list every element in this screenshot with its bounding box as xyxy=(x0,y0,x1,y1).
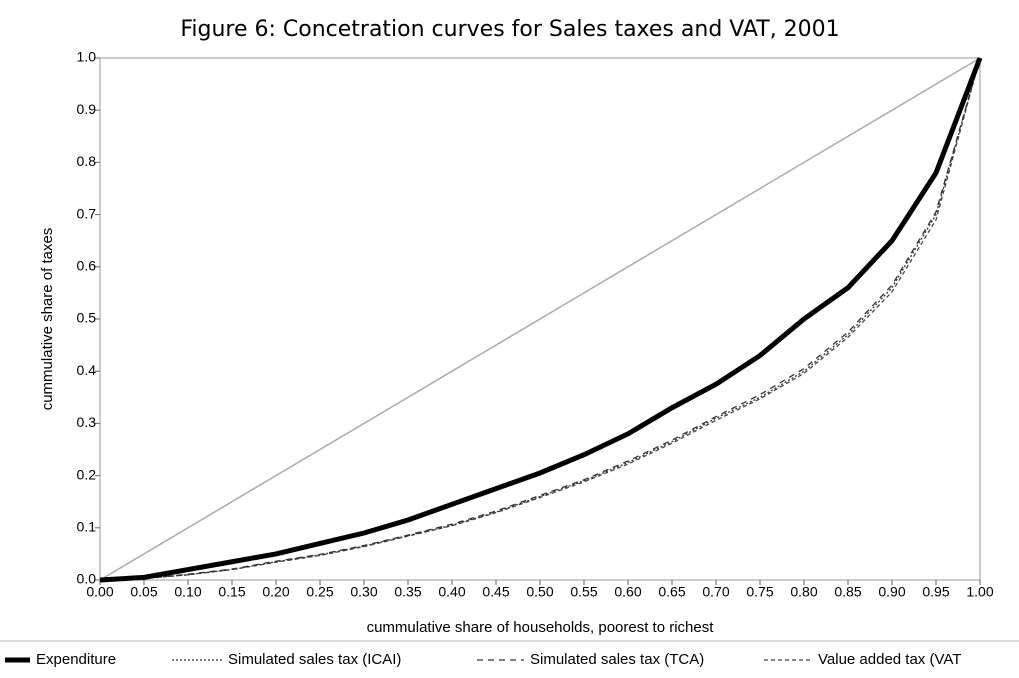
x-tick-label: 1.00 xyxy=(966,584,993,600)
x-tick-label: 0.00 xyxy=(86,584,113,600)
y-tick-label: 0.0 xyxy=(77,571,97,587)
x-tick-label: 0.55 xyxy=(570,584,597,600)
legend-label: Simulated sales tax (ICAI) xyxy=(228,651,401,668)
line-series xyxy=(99,57,981,581)
line-series xyxy=(99,57,981,581)
y-tick-label: 0.5 xyxy=(77,310,97,326)
x-tick-label: 0.90 xyxy=(878,584,905,600)
x-tick-label: 0.05 xyxy=(130,584,157,600)
y-tick-label: 0.1 xyxy=(77,519,97,535)
line-series xyxy=(99,57,981,581)
legend-label: Simulated sales tax (TCA) xyxy=(530,651,704,668)
y-tick-label: 0.8 xyxy=(77,153,97,169)
y-tick-label: 0.6 xyxy=(77,258,97,274)
line-series xyxy=(99,57,983,583)
y-tick-label: 1.0 xyxy=(77,49,97,65)
x-tick-label: 0.65 xyxy=(658,584,685,600)
legend-label: Value added tax (VAT xyxy=(818,651,961,668)
y-tick-label: 0.3 xyxy=(77,414,97,430)
legend-label: Expenditure xyxy=(36,651,116,668)
x-tick-label: 0.50 xyxy=(526,584,553,600)
x-tick-label: 0.95 xyxy=(922,584,949,600)
chart-title: Figure 6: Concetration curves for Sales … xyxy=(180,17,839,42)
x-tick-label: 0.10 xyxy=(174,584,201,600)
x-tick-label: 0.70 xyxy=(702,584,729,600)
x-tick-label: 0.45 xyxy=(482,584,509,600)
x-tick-label: 0.75 xyxy=(746,584,773,600)
y-tick-label: 0.7 xyxy=(77,205,97,221)
x-tick-label: 0.20 xyxy=(262,584,289,600)
y-axis-label: cummulative share of taxes xyxy=(39,228,56,411)
x-tick-label: 0.80 xyxy=(790,584,817,600)
y-tick-label: 0.9 xyxy=(77,101,97,117)
x-tick-label: 0.35 xyxy=(394,584,421,600)
x-tick-label: 0.30 xyxy=(350,584,377,600)
y-tick-label: 0.4 xyxy=(77,362,97,378)
x-tick-label: 0.15 xyxy=(218,584,245,600)
equality-line xyxy=(99,57,981,581)
x-tick-label: 0.40 xyxy=(438,584,465,600)
x-tick-label: 0.60 xyxy=(614,584,641,600)
y-tick-label: 0.2 xyxy=(77,466,97,482)
x-tick-label: 0.85 xyxy=(834,584,861,600)
x-axis-label: cummulative share of households, poorest… xyxy=(367,619,715,636)
x-tick-label: 0.25 xyxy=(306,584,333,600)
